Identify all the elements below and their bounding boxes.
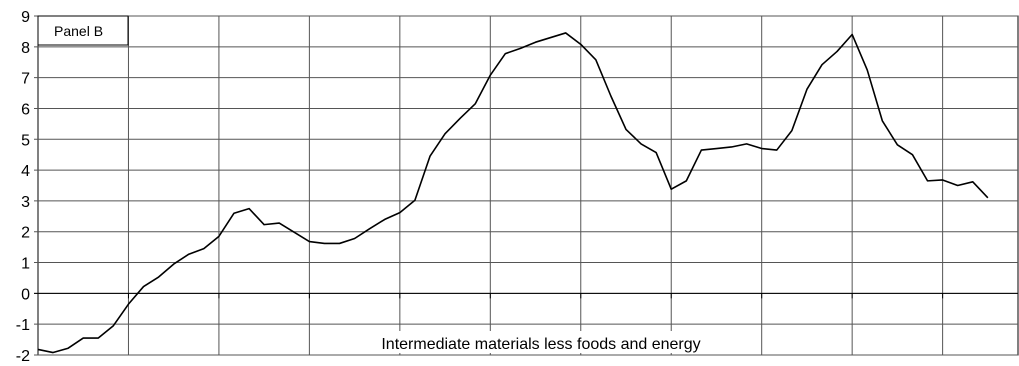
y-tick-label: -1 [16, 317, 30, 334]
y-tick-label: 5 [21, 132, 30, 149]
y-tick-label: 4 [21, 163, 30, 180]
y-axis-ticks: -2 -1 0 1 2 3 4 5 6 7 8 9 [16, 9, 30, 365]
y-tick-label: 2 [21, 225, 30, 242]
x-axis-ticks [34, 292, 1018, 299]
plot-area [37, 15, 1019, 356]
annotation-background [322, 331, 760, 353]
y-tick-label: 1 [21, 256, 30, 273]
series-line [37, 32, 989, 354]
panel-label: Panel B [54, 23, 103, 39]
y-tick-label: -2 [16, 348, 30, 365]
y-tick-label: 3 [21, 194, 30, 211]
y-tick-label: 9 [21, 9, 30, 26]
y-tick-label: 0 [21, 286, 30, 303]
series-annotation: Intermediate materials less foods and en… [381, 336, 700, 353]
x-gridlines [127, 16, 944, 355]
y-tick-label: 7 [21, 71, 30, 88]
panel-label-box [37, 15, 129, 46]
y-tick-label: 6 [21, 101, 30, 118]
y-tick-label: 8 [21, 40, 30, 57]
